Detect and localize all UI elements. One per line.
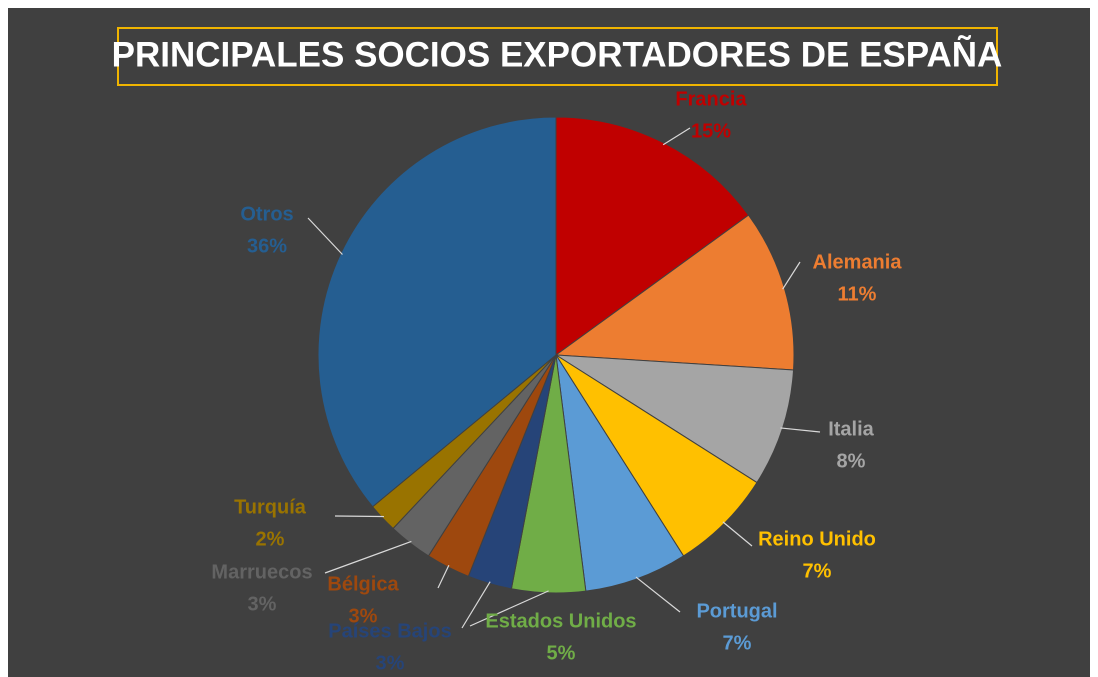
category-label: Estados Unidos xyxy=(485,610,636,632)
value-label: 3% xyxy=(349,605,378,627)
value-label: 7% xyxy=(803,560,832,582)
value-label: 11% xyxy=(838,283,877,305)
value-label: 15% xyxy=(691,120,731,142)
chart-title: PRINCIPALES SOCIOS EXPORTADORES DE ESPAÑ… xyxy=(112,35,1003,74)
pie-slice xyxy=(554,214,795,371)
pie-slice xyxy=(317,116,557,508)
leader-line xyxy=(635,576,681,613)
value-label: 3% xyxy=(376,652,405,674)
value-label: 8% xyxy=(837,450,866,472)
title-box xyxy=(117,27,998,86)
category-label: Otros xyxy=(240,203,293,225)
category-label: Alemania xyxy=(813,251,903,273)
category-label: Países Bajos xyxy=(328,620,451,642)
leader-line xyxy=(782,261,801,290)
category-label: Bélgica xyxy=(327,573,399,595)
leader-line xyxy=(437,565,450,589)
leader-line xyxy=(461,581,491,629)
category-label: Francia xyxy=(675,88,747,110)
leader-line xyxy=(307,217,343,255)
pie-slice xyxy=(555,116,750,356)
value-label: 5% xyxy=(547,642,576,664)
value-label: 3% xyxy=(248,593,277,615)
leader-line xyxy=(722,521,753,547)
leader-line xyxy=(662,127,691,146)
category-label: Marruecos xyxy=(211,561,312,583)
value-label: 7% xyxy=(723,632,752,654)
pie-slice xyxy=(555,354,685,592)
category-label: Turquía xyxy=(234,496,307,518)
leader-line xyxy=(334,515,384,518)
category-label: Italia xyxy=(828,418,874,440)
value-label: 36% xyxy=(247,235,287,257)
value-label: 2% xyxy=(256,528,285,550)
leader-line xyxy=(324,540,412,574)
leader-line xyxy=(780,427,821,433)
category-label: Reino Unido xyxy=(758,528,876,550)
leader-line xyxy=(469,590,549,627)
category-label: Portugal xyxy=(696,600,777,622)
